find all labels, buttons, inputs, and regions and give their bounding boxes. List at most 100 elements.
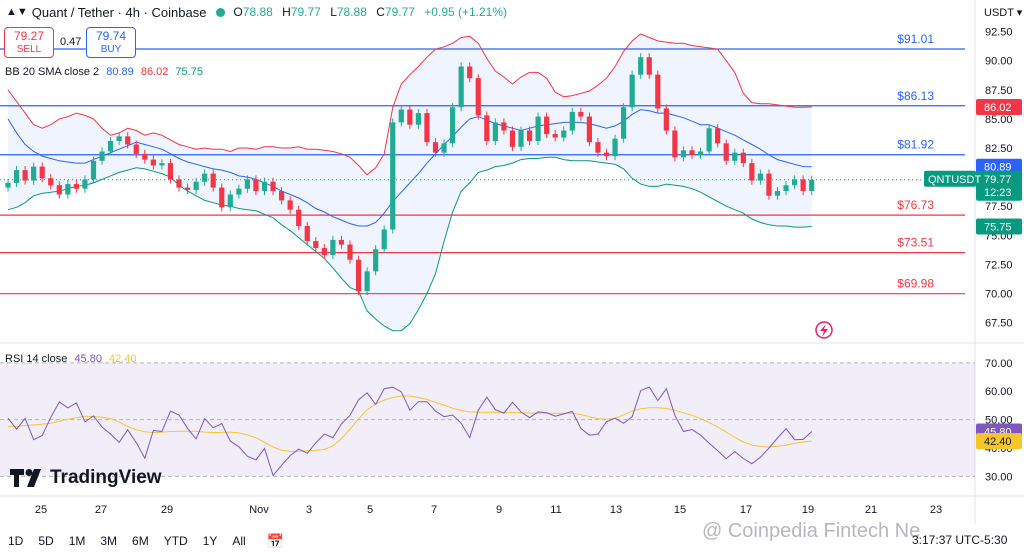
candle: [586, 116, 592, 143]
candle: [210, 173, 216, 188]
low-value: 78.88: [336, 5, 367, 19]
range-6m[interactable]: 6M: [132, 534, 149, 548]
tradingview-logo-icon: [10, 469, 41, 487]
buy-label: BUY: [100, 44, 122, 55]
level-label-1: $86.13: [897, 89, 934, 103]
range-1m[interactable]: 1M: [68, 534, 86, 548]
time-tick: 21: [865, 504, 877, 516]
candle: [142, 153, 148, 160]
range-5d[interactable]: 5D: [38, 534, 54, 548]
price-tag-value: 75.75: [984, 222, 1012, 234]
open-value: 78.88: [242, 5, 273, 19]
chart-header: ▲▼ Quant / Tether · 4h · Coinbase O78.88…: [0, 0, 513, 24]
candle: [638, 57, 644, 75]
candle: [732, 152, 738, 161]
candle: [65, 184, 71, 195]
alert-lightning-icon: [815, 321, 833, 339]
candle: [441, 143, 447, 153]
candle: [663, 108, 669, 131]
range-1y[interactable]: 1Y: [202, 534, 218, 548]
candle: [689, 150, 695, 155]
candle: [90, 160, 97, 180]
rsi-tick: 30.00: [985, 471, 1013, 483]
change-value: +0.95 (+1.21%): [424, 5, 508, 19]
candle: [73, 184, 79, 189]
price-tag-bb_basis: [976, 158, 1022, 175]
ohlc-readout: O78.88 H79.77 L78.88 C79.77 +0.95 (+1.21…: [233, 5, 508, 19]
candle: [133, 144, 139, 154]
candle: [159, 163, 165, 166]
bb-legend[interactable]: BB 20 SMA close 2 80.89 86.02 75.75: [5, 66, 203, 78]
rsi-tick: 60.00: [985, 386, 1013, 398]
level-label-5: $69.98: [897, 277, 934, 291]
candle: [125, 136, 131, 145]
candle: [475, 78, 481, 116]
candle: [450, 107, 456, 144]
price-tick: 67.50: [985, 318, 1013, 330]
candle: [415, 113, 421, 125]
candle: [150, 159, 156, 166]
candle: [792, 179, 798, 186]
candle: [569, 111, 575, 131]
level-label-0: $91.01: [897, 32, 934, 46]
candle: [184, 187, 191, 190]
range-all[interactable]: All: [232, 534, 246, 548]
candle: [526, 130, 533, 142]
candle: [612, 138, 618, 157]
range-ytd[interactable]: YTD: [163, 534, 188, 548]
candle: [219, 187, 225, 208]
price-tick: 85.00: [985, 114, 1013, 126]
price-tick: 70.00: [985, 288, 1013, 300]
goto-date-icon[interactable]: 📅: [266, 532, 285, 549]
price-tick: 92.50: [985, 27, 1013, 39]
price-tick: 82.50: [985, 143, 1013, 155]
symbol-title[interactable]: Quant / Tether · 4h · Coinbase: [31, 4, 207, 20]
candle: [390, 122, 396, 230]
buy-button[interactable]: 79.74 BUY: [86, 27, 136, 58]
candle: [22, 170, 28, 181]
candle: [338, 239, 345, 245]
time-tick: 7: [431, 504, 437, 516]
candle: [518, 130, 524, 147]
level-label-2: $81.92: [897, 138, 934, 152]
price-tick: 87.50: [985, 85, 1013, 97]
price-tag-value: 86.02: [984, 102, 1012, 114]
time-tick: 11: [550, 504, 561, 516]
rsi-ma-value: 42.40: [109, 353, 137, 365]
bb-lower-line: [7, 156, 812, 332]
candle: [287, 200, 293, 210]
candle: [467, 66, 473, 79]
candle: [484, 115, 490, 142]
candle: [809, 179, 815, 192]
candle: [279, 191, 285, 201]
candle: [227, 194, 233, 208]
tradingview-mini-icon: ▲▼: [6, 6, 28, 18]
price-tag-bb_upper: [976, 99, 1022, 116]
candle: [244, 179, 250, 189]
range-1d[interactable]: 1D: [8, 534, 24, 548]
rsi-legend[interactable]: RSI 14 close 45.80 42.40: [5, 353, 137, 365]
time-tick: 15: [674, 504, 686, 516]
candle: [535, 116, 541, 142]
currency-selector[interactable]: USDT ▾: [984, 7, 1023, 19]
candle: [561, 130, 567, 138]
price-tick: 72.50: [985, 259, 1013, 271]
candle: [31, 166, 37, 181]
candle: [13, 170, 20, 183]
candle: [706, 128, 712, 152]
range-3m[interactable]: 3M: [100, 534, 118, 548]
candle: [108, 141, 114, 152]
candles-group: [5, 53, 815, 296]
sell-button[interactable]: 79.27 SELL: [4, 27, 54, 58]
candle: [655, 74, 661, 109]
candle: [82, 179, 88, 189]
time-tick: 27: [95, 504, 107, 516]
candle: [313, 241, 319, 249]
symbol-tag: [924, 170, 976, 187]
candle: [347, 244, 353, 260]
candle: [364, 271, 370, 292]
candle: [56, 185, 62, 195]
price-tick: 90.00: [985, 56, 1013, 68]
bb-basis-value: 80.89: [106, 66, 134, 78]
